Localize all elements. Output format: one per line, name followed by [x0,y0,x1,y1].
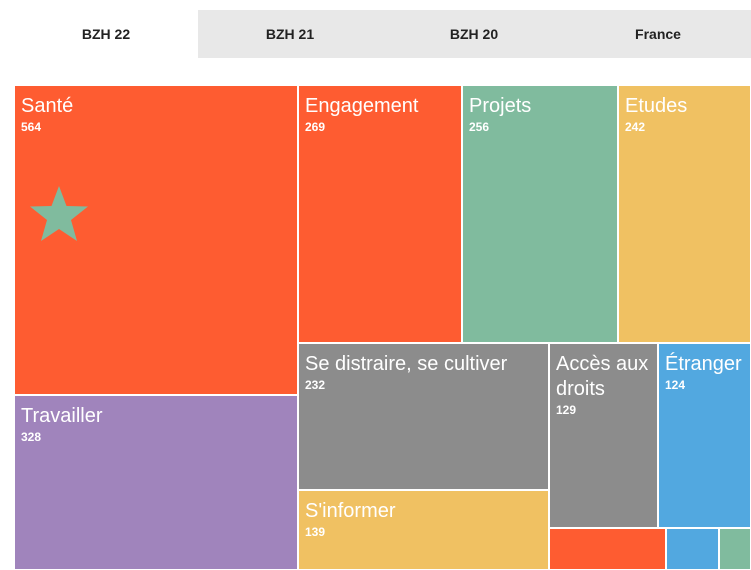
cell-label: Étranger [665,353,742,375]
cell-label: Etudes [625,95,688,117]
tab-bar: BZH 22 BZH 21 BZH 20 France [14,10,751,58]
treemap-cell[interactable]: Engagement 269 [298,85,462,343]
cell-label: Engagement [305,95,419,117]
treemap-cell[interactable]: Travailler 328 [14,395,298,570]
cell-value: 124 [665,378,686,392]
treemap-cell[interactable]: Santé 564 [14,85,298,395]
treemap-cell[interactable] [549,528,666,570]
tab[interactable]: BZH 20 [449,26,499,42]
tab[interactable]: BZH 22 [14,10,198,58]
treemap-cell[interactable] [719,528,751,570]
treemap-cell[interactable]: S'informer 139 [298,490,549,570]
treemap-cell[interactable]: Se distraire, se cultiver 232 [298,343,549,490]
favorite-star[interactable] [28,184,90,244]
cell-label: Travailler [21,405,103,427]
cell-value: 232 [305,378,326,392]
treemap-cell[interactable] [666,528,719,570]
cell-label: S'informer [305,500,396,522]
cell-value: 139 [305,525,326,539]
cell-label: Accès aux droits [556,353,649,400]
tab[interactable]: BZH 21 [265,26,315,42]
cell-value: 269 [305,120,326,134]
cell-label: Se distraire, se cultiver [305,353,508,375]
cell-value: 564 [21,120,42,134]
cell-label: Santé [21,95,74,117]
cell-value: 129 [556,403,577,417]
treemap-cell[interactable]: Projets 256 [462,85,618,343]
cell-label: Projets [469,95,532,117]
treemap-cell[interactable]: Étranger 124 [658,343,751,528]
cell-value: 242 [625,120,646,134]
tab[interactable]: France [635,26,681,42]
treemap-cell[interactable]: Etudes 242 [618,85,751,343]
cell-value: 328 [21,430,42,444]
cell-value: 256 [469,120,490,134]
treemap-cell[interactable]: Accès aux droits 129 [549,343,658,528]
